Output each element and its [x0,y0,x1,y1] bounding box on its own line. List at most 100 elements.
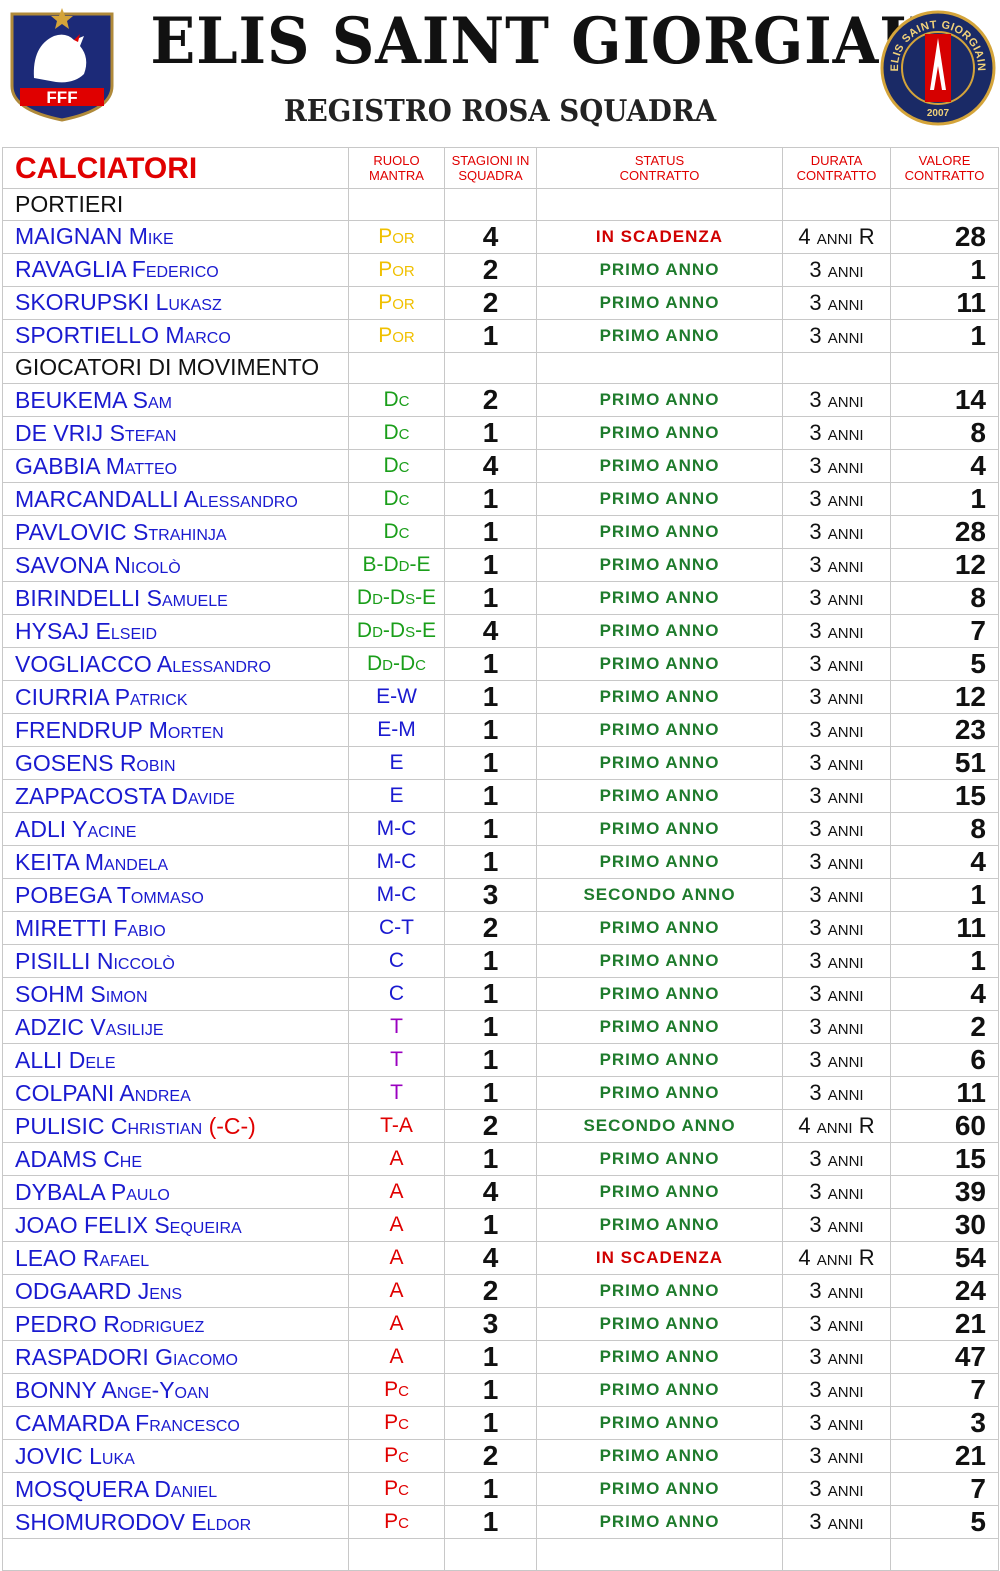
empty-cell [348,188,445,221]
player-surname: SHOMURODOV [15,1508,185,1535]
player-first-name: Patrick [114,683,188,710]
col-header-seasons: STAGIONI IN SQUADRA [444,147,537,189]
player-name-cell: PAVLOVIC Strahinja [2,515,349,549]
col-header-value: VALORE CONTRATTO [890,147,999,189]
seasons-cell: 3 [444,1307,537,1341]
role-cell: Dc [348,515,445,549]
table-row: SOHM Simon C 1 PRIMO ANNO 3 anni 4 [2,977,999,1011]
status-cell: PRIMO ANNO [536,713,783,747]
player-first-name: Morten [148,716,224,743]
seasons-cell: 1 [444,713,537,747]
role-cell: Pc [348,1505,445,1539]
status-cell: PRIMO ANNO [536,1307,783,1341]
duration-cell: 3 anni [782,647,891,681]
seasons-cell: 1 [444,1505,537,1539]
value-cell: 8 [890,581,999,615]
value-cell: 54 [890,1241,999,1275]
page-header: FFF ELIS SAINT GIORGIAIN REGISTRO ROSA S… [0,0,1000,146]
player-surname: MAIGNAN [15,223,123,249]
status-cell: PRIMO ANNO [536,318,783,353]
player-name-cell: DE VRIJ Stefan [2,416,349,450]
player-surname: DE VRIJ [15,419,104,446]
seasons-cell: 4 [444,614,537,648]
status-cell: PRIMO ANNO [536,977,783,1011]
status-cell: PRIMO ANNO [536,746,783,780]
value-cell: 14 [890,383,999,417]
player-surname: SPORTIELLO [15,322,160,348]
role-cell: Dc [348,449,445,483]
player-surname: PEDRO [15,1310,97,1337]
empty-cell [782,351,891,384]
table-row: MIRETTI Fabio C-T 2 PRIMO ANNO 3 anni 11 [2,911,999,945]
player-surname: ZAPPACOSTA [15,782,165,809]
table-row: RAVAGLIA Federico Por 2 PRIMO ANNO 3 anni 1 [2,252,999,287]
duration-cell: 3 anni [782,581,891,615]
player-name-cell: RASPADORI Giacomo [2,1340,349,1374]
role-cell: A [348,1241,445,1275]
duration-cell: 4 anni R [782,1109,891,1143]
table-row: PISILLI Niccolò C 1 PRIMO ANNO 3 anni 1 [2,944,999,978]
empty-cell [890,351,999,384]
seasons-cell: 1 [444,1208,537,1242]
value-cell: 8 [890,812,999,846]
status-cell: IN SCADENZA [536,219,783,254]
player-surname: ODGAARD [15,1277,132,1304]
role-cell: M-C [348,812,445,846]
value-cell: 39 [890,1175,999,1209]
role-cell: A [348,1142,445,1176]
table-row: ODGAARD Jens A 2 PRIMO ANNO 3 anni 24 [2,1274,999,1308]
player-name-cell: BONNY Ange-Yoan [2,1373,349,1407]
player-first-name: Davide [171,782,235,809]
value-cell: 2 [890,1010,999,1044]
role-cell: Pc [348,1472,445,1506]
duration-cell: 3 anni [782,318,891,353]
player-surname: POBEGA [15,881,111,908]
table-row: ALLI Dele T 1 PRIMO ANNO 3 anni 6 [2,1043,999,1077]
player-first-name: Sequeira [154,1211,242,1238]
seasons-cell: 1 [444,318,537,353]
player-surname: CIURRIA [15,683,109,710]
value-cell: 4 [890,977,999,1011]
roster-body: PORTIERI MAIGNAN Mike Por 4 IN SCADENZA 4 ann… [2,188,999,1539]
role-cell: Por [348,318,445,353]
role-cell: Por [348,219,445,254]
table-row: POBEGA Tommaso M-C 3 SECONDO ANNO 3 anni 1 [2,878,999,912]
player-surname: FRENDRUP [15,716,143,743]
seasons-cell: 2 [444,383,537,417]
duration-cell: 3 anni [782,1505,891,1539]
value-cell: 1 [890,318,999,353]
value-cell: 23 [890,713,999,747]
player-first-name: Stefan [109,419,177,446]
status-cell: PRIMO ANNO [536,1175,783,1209]
value-cell: 6 [890,1043,999,1077]
player-name-cell: ODGAARD Jens [2,1274,349,1308]
player-first-name: Ange-Yoan [101,1376,210,1403]
player-name-cell: VOGLIACCO Alessandro [2,647,349,681]
player-surname: BIRINDELLI [15,584,141,611]
player-surname: GABBIA [15,452,100,479]
player-name-cell: RAVAGLIA Federico [2,252,349,287]
value-cell: 21 [890,1307,999,1341]
player-first-name: Nicolò [114,551,181,578]
player-first-name: Francesco [135,1409,240,1436]
value-cell: 60 [890,1109,999,1143]
duration-cell: 3 anni [782,1274,891,1308]
player-name-cell: COLPANI Andrea [2,1076,349,1110]
table-row: MAIGNAN Mike Por 4 IN SCADENZA 4 anni R 28 [2,219,999,254]
player-first-name: Che [103,1145,143,1172]
section-row: GIOCATORI DI MOVIMENTO [2,351,999,384]
table-row: ADZIC Vasilije T 1 PRIMO ANNO 3 anni 2 [2,1010,999,1044]
player-name-cell: GOSENS Robin [2,746,349,780]
table-header-row: CALCIATORI RUOLO MANTRA STAGIONI IN SQUA… [2,147,999,189]
seasons-cell: 1 [444,647,537,681]
status-cell: PRIMO ANNO [536,614,783,648]
duration-cell: 3 anni [782,252,891,287]
value-cell: 28 [890,219,999,254]
player-first-name: Andrea [119,1079,191,1106]
status-cell: PRIMO ANNO [536,911,783,945]
status-cell: PRIMO ANNO [536,416,783,450]
duration-cell: 3 anni [782,1043,891,1077]
role-cell: Dc [348,383,445,417]
duration-cell: 3 anni [782,449,891,483]
status-cell: PRIMO ANNO [536,944,783,978]
